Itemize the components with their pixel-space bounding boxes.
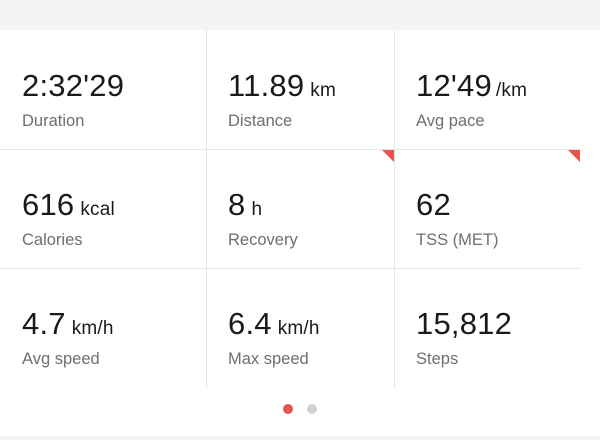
stat-value: 12'49/km xyxy=(416,68,528,103)
column-divider xyxy=(394,30,395,388)
footer-band xyxy=(0,436,600,440)
stat-value: 15,812 xyxy=(416,306,513,341)
header-band xyxy=(0,0,600,30)
corner-flag-icon xyxy=(381,149,394,162)
row-divider xyxy=(0,149,580,150)
stat-label: Avg pace xyxy=(416,112,485,130)
stat-value: 4.7 km/h xyxy=(22,306,114,341)
stat-label: Recovery xyxy=(228,231,298,249)
corner-flag-icon xyxy=(567,149,580,162)
stat-duration[interactable]: 2:32'29 Duration xyxy=(0,30,206,149)
stat-value: 616 kcal xyxy=(22,187,115,222)
stat-tss[interactable]: 62 TSS (MET) xyxy=(394,149,600,268)
stat-distance[interactable]: 11.89 km Distance xyxy=(206,30,394,149)
row-divider xyxy=(0,268,580,269)
stat-max-speed[interactable]: 6.4 km/h Max speed xyxy=(206,268,394,387)
page-dot-active[interactable] xyxy=(283,404,293,414)
stat-label: Max speed xyxy=(228,350,309,368)
stat-steps[interactable]: 15,812 Steps xyxy=(394,268,600,387)
stat-avg-speed[interactable]: 4.7 km/h Avg speed xyxy=(0,268,206,387)
page-dot[interactable] xyxy=(307,404,317,414)
stat-avg-pace[interactable]: 12'49/km Avg pace xyxy=(394,30,600,149)
stat-label: Steps xyxy=(416,350,459,368)
stat-label: TSS (MET) xyxy=(416,231,499,249)
stat-value: 2:32'29 xyxy=(22,68,125,103)
stats-grid: 2:32'29 Duration 11.89 km Distance 12'49/… xyxy=(0,30,600,388)
column-divider xyxy=(206,30,207,388)
stat-label: Duration xyxy=(22,112,85,130)
stat-value: 11.89 km xyxy=(228,68,337,103)
stat-value: 62 xyxy=(416,187,451,222)
stat-label: Distance xyxy=(228,112,293,130)
stat-calories[interactable]: 616 kcal Calories xyxy=(0,149,206,268)
stat-label: Avg speed xyxy=(22,350,100,368)
stat-label: Calories xyxy=(22,231,83,249)
page-indicator xyxy=(0,404,600,418)
stat-value: 6.4 km/h xyxy=(228,306,320,341)
